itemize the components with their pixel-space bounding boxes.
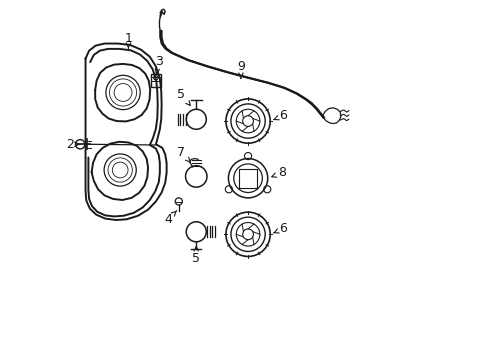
Text: 2: 2 [66,138,80,151]
Text: 4: 4 [164,211,176,226]
Text: 6: 6 [273,222,286,235]
Text: 6: 6 [273,109,286,122]
Text: 7: 7 [177,146,190,162]
Text: 5: 5 [177,88,190,105]
Text: 8: 8 [271,166,285,179]
Text: 3: 3 [155,55,163,73]
Text: 5: 5 [192,246,200,265]
Text: 9: 9 [237,60,244,78]
Text: 1: 1 [124,32,132,48]
